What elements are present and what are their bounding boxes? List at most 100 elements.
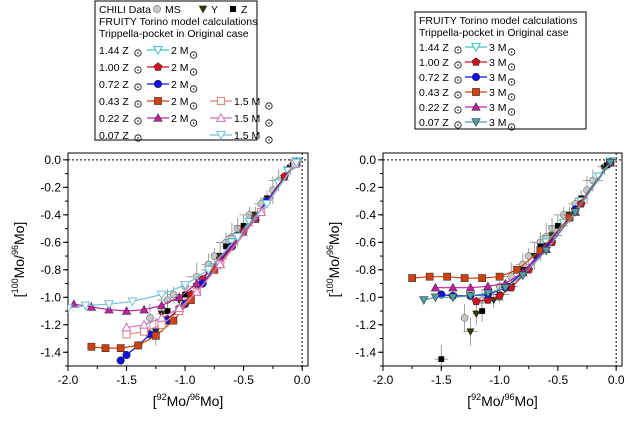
legend-subtitle: Trippella-pocket in Original case xyxy=(419,27,569,39)
series-point-m3_z007 xyxy=(541,246,551,256)
solar-symbol-icon-dot xyxy=(457,94,459,96)
legend-box xyxy=(414,11,587,130)
solar-symbol-icon xyxy=(454,46,462,54)
y-tick-label: -1.0 xyxy=(355,290,376,304)
series-point-m15_z043 xyxy=(122,330,131,339)
y-axis-label-part: Mo/ xyxy=(326,255,342,278)
series-point-m2_z043 xyxy=(87,342,96,351)
series-point-m15_z022 xyxy=(191,286,202,296)
series-point-m15_z007 xyxy=(180,281,191,291)
legend-box xyxy=(94,0,258,141)
legend-z-label: 1.44 Z xyxy=(99,45,129,57)
legend-mass-label: 1.5 M xyxy=(234,96,260,108)
solar-symbol-icon-dot xyxy=(510,51,513,53)
x-tick-label: -0.5 xyxy=(548,373,569,387)
series-point-m3_z007 xyxy=(500,284,511,293)
series-point-m3_z007 xyxy=(570,208,581,217)
series-line-m15_z022 xyxy=(126,163,296,329)
legend-subtitle: FRUITY Torino model calculations xyxy=(419,15,577,27)
legend-marker-m2_z043 xyxy=(154,97,162,105)
legend-mass-label: 1.5 M xyxy=(234,130,260,142)
legend-z-label: 1.00 Z xyxy=(419,57,449,69)
legend-mass-label: 3 M xyxy=(489,42,507,54)
solar-symbol-icon xyxy=(454,121,462,129)
solar-symbol-icon xyxy=(454,91,462,99)
series-point-m3_z007 xyxy=(605,158,616,168)
data-point-ms xyxy=(460,314,469,322)
data-point-y xyxy=(472,310,481,318)
data-point-z xyxy=(223,243,229,250)
y-axis-label-part: 100 xyxy=(325,278,335,293)
x-tick-label: 0.0 xyxy=(294,373,311,387)
series-point-m2_z043 xyxy=(116,344,125,353)
series-point-m15_z022 xyxy=(174,303,185,313)
legend-mass-label: 3 M xyxy=(489,117,507,129)
series-point-m3_z043 xyxy=(460,274,469,282)
solar-symbol-icon-dot xyxy=(268,139,270,141)
legend-mass-label: 3 M xyxy=(489,72,507,84)
solar-symbol-icon xyxy=(190,85,198,93)
solar-symbol-icon-dot xyxy=(457,79,459,81)
legend-mass-label: 3 M xyxy=(489,102,507,114)
solar-symbol-icon-dot xyxy=(192,54,195,56)
solar-symbol-icon xyxy=(190,68,198,76)
series-point-m3_z043 xyxy=(495,272,504,281)
series-point-m15_z007 xyxy=(261,199,273,210)
panel-right: -2.0 -1.5 -1.0 -0.5 0.0 0.0 -0.2 -0.4 -0.6 -0.8 -1… xyxy=(325,152,625,409)
legend-z-label: 0.07 Z xyxy=(419,117,449,129)
solar-symbol-icon-dot xyxy=(192,71,195,73)
solar-symbol-icon-dot xyxy=(192,88,195,90)
y-axis-label-part: 96 xyxy=(10,245,20,255)
series-point-m3_z007 xyxy=(465,292,476,301)
plot-area xyxy=(68,157,302,365)
solar-symbol-icon-dot xyxy=(510,66,513,68)
series-point-m15_z022 xyxy=(156,312,167,322)
x-axis-label-part: Mo/ xyxy=(167,393,190,409)
solar-symbol-icon-dot xyxy=(457,64,459,66)
legend-z-label: 0.07 Z xyxy=(99,130,129,142)
solar-symbol-icon-dot xyxy=(457,49,459,51)
x-tick-label: -1.5 xyxy=(431,373,452,387)
y-axis-label: [100Mo/96Mo] xyxy=(10,222,27,298)
series-point-m3_z043 xyxy=(408,274,417,282)
x-axis-label-part: [ xyxy=(153,393,157,409)
solar-symbol-icon xyxy=(507,93,516,101)
series-line-m2_z043 xyxy=(91,162,297,349)
series-point-m2_z022 xyxy=(86,302,97,311)
legend-marker-ms xyxy=(153,5,161,13)
series-point-m15_z007 xyxy=(156,290,167,300)
y-tick-label: -1.4 xyxy=(40,345,61,359)
plot-frame xyxy=(67,152,309,367)
series-point-m3_z100 xyxy=(471,296,481,306)
legend-marker-m2_z144 xyxy=(152,46,164,56)
series-point-m3_z043 xyxy=(425,272,434,281)
series-point-m3_z022 xyxy=(465,282,476,292)
series-point-m3_z043 xyxy=(565,213,574,222)
solar-symbol-icon xyxy=(507,48,516,56)
legend-z-label: 0.22 Z xyxy=(419,102,449,114)
series-point-m2_z022 xyxy=(156,300,167,310)
legend-marker-m2_z072 xyxy=(153,79,163,89)
legend-z-label: 0.72 Z xyxy=(99,79,129,91)
solar-symbol-icon xyxy=(507,123,516,131)
x-axis-label-part: 96 xyxy=(504,392,514,402)
solar-symbol-icon-dot xyxy=(510,81,513,83)
x-axis-label: [92Mo/96Mo] xyxy=(153,392,224,409)
series-point-m2_z043 xyxy=(134,341,143,350)
y-tick-label: -0.6 xyxy=(355,235,376,249)
data-point-z xyxy=(537,243,544,250)
legend-title: CHILI Data xyxy=(99,4,151,16)
legend-marker-m3_z100 xyxy=(471,57,481,66)
x-axis-label-part: Mo] xyxy=(200,393,223,409)
legend-data-label: Y xyxy=(211,4,218,16)
legend-z-label: 0.22 Z xyxy=(99,113,129,125)
solar-symbol-icon xyxy=(134,134,142,142)
legend-marker-m15_z022 xyxy=(215,112,227,122)
legend-marker-m3_z022 xyxy=(471,102,481,111)
data-point-z xyxy=(554,222,561,229)
series-point-m3_z100 xyxy=(495,291,504,300)
legend-subtitle: Trippella-pocket in Original case xyxy=(99,28,249,40)
solar-symbol-icon xyxy=(134,49,142,57)
y-tick-label: -1.2 xyxy=(355,318,376,332)
legend-right: FRUITY Torino model calculationsTrippell… xyxy=(414,11,587,131)
